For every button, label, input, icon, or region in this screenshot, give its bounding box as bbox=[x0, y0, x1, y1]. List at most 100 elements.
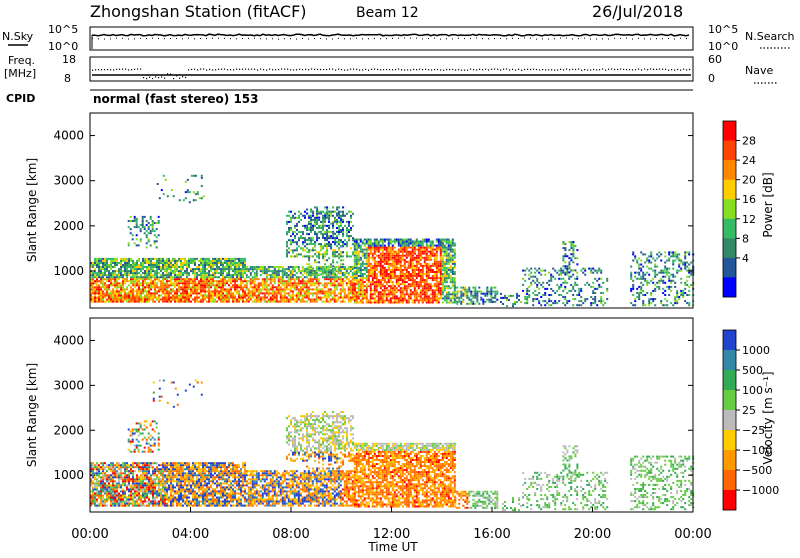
range-gate-cell bbox=[218, 297, 220, 299]
range-gate-cell bbox=[562, 257, 564, 259]
range-gate-cell bbox=[408, 245, 410, 247]
range-gate-cell bbox=[406, 241, 408, 243]
range-gate-cell bbox=[334, 217, 336, 219]
range-gate-cell bbox=[122, 274, 124, 276]
range-gate-cell bbox=[394, 293, 396, 295]
range-gate-cell bbox=[490, 287, 492, 289]
nave-dot bbox=[242, 69, 243, 70]
range-gate-cell bbox=[240, 260, 242, 262]
nave-dot bbox=[560, 69, 561, 70]
range-gate-cell bbox=[364, 285, 366, 287]
range-gate-cell bbox=[412, 283, 414, 285]
range-gate-cell bbox=[550, 304, 552, 306]
noise-search-dot bbox=[596, 39, 597, 40]
range-gate-cell bbox=[158, 234, 160, 236]
range-gate-cell bbox=[426, 241, 428, 243]
range-gate-cell bbox=[140, 278, 142, 280]
range-gate-cell bbox=[168, 292, 170, 294]
range-gate-cell bbox=[342, 290, 344, 292]
range-gate-cell bbox=[178, 266, 180, 268]
range-gate-cell bbox=[438, 283, 440, 285]
range-gate-cell bbox=[106, 292, 108, 294]
nave-dot bbox=[608, 69, 609, 70]
range-gate-cell bbox=[422, 245, 424, 247]
noise-search-dot bbox=[266, 38, 267, 39]
range-gate-cell bbox=[96, 260, 98, 262]
range-gate-cell bbox=[210, 276, 212, 278]
range-gate-cell bbox=[448, 285, 450, 287]
range-gate-cell bbox=[638, 272, 640, 274]
range-gate-cell bbox=[192, 280, 194, 282]
range-gate-cell bbox=[402, 297, 404, 299]
nave-dot bbox=[599, 69, 600, 70]
range-gate-cell bbox=[314, 299, 316, 301]
range-gate-cell bbox=[178, 297, 180, 299]
range-gate-cell bbox=[130, 260, 132, 262]
range-gate-cell bbox=[138, 264, 140, 266]
range-gate-cell bbox=[220, 270, 222, 272]
range-gate-cell bbox=[390, 293, 392, 295]
range-gate-cell bbox=[300, 272, 302, 274]
range-gate-cell bbox=[316, 292, 318, 294]
range-gate-cell bbox=[476, 293, 478, 295]
range-gate-cell bbox=[404, 239, 406, 241]
range-gate-cell bbox=[324, 217, 326, 219]
range-gate-cell bbox=[304, 301, 306, 303]
range-gate-cell bbox=[394, 261, 396, 263]
range-gate-cell bbox=[210, 264, 212, 266]
range-gate-cell bbox=[424, 279, 426, 281]
range-gate-cell bbox=[292, 295, 294, 297]
nave-dot bbox=[518, 69, 519, 70]
range-gate-cell bbox=[366, 251, 368, 253]
range-gate-cell bbox=[186, 260, 188, 262]
range-gate-cell bbox=[298, 231, 300, 233]
range-gate-cell bbox=[204, 299, 206, 301]
range-gate-cell bbox=[442, 273, 444, 275]
range-gate-cell bbox=[282, 280, 284, 282]
range-gate-cell bbox=[360, 265, 362, 267]
range-gate-cell bbox=[256, 295, 258, 297]
range-gate-cell bbox=[120, 282, 122, 284]
range-gate-cell bbox=[526, 302, 528, 304]
range-gate-cell bbox=[304, 295, 306, 297]
range-gate-cell bbox=[116, 299, 118, 301]
range-gate-cell bbox=[268, 270, 270, 272]
range-gate-cell bbox=[242, 282, 244, 284]
range-gate-cell bbox=[546, 302, 548, 304]
range-gate-cell bbox=[336, 255, 338, 257]
range-gate-cell bbox=[638, 278, 640, 280]
range-gate-cell bbox=[274, 274, 276, 276]
range-gate-cell bbox=[238, 270, 240, 272]
range-gate-cell bbox=[116, 278, 118, 280]
range-gate-cell bbox=[468, 289, 470, 291]
range-gate-cell bbox=[370, 289, 372, 291]
range-gate-cell bbox=[126, 286, 128, 288]
range-gate-cell bbox=[396, 281, 398, 283]
nave-dot bbox=[509, 69, 510, 70]
range-gate-cell bbox=[100, 276, 102, 278]
range-gate-cell bbox=[160, 266, 162, 268]
range-gate-cell bbox=[180, 301, 182, 303]
range-gate-cell bbox=[488, 291, 490, 293]
range-gate-cell bbox=[388, 259, 390, 261]
range-gate-cell bbox=[414, 253, 416, 255]
range-gate-cell bbox=[354, 299, 356, 301]
range-gate-cell bbox=[240, 288, 242, 290]
range-gate-cell bbox=[640, 260, 642, 262]
range-gate-cell bbox=[296, 233, 298, 235]
range-gate-cell bbox=[120, 276, 122, 278]
range-gate-cell bbox=[344, 301, 346, 303]
range-gate-cell bbox=[106, 286, 108, 288]
range-gate-cell bbox=[208, 276, 210, 278]
range-gate-cell bbox=[314, 249, 316, 251]
range-gate-cell bbox=[394, 255, 396, 257]
range-gate-cell bbox=[102, 258, 104, 260]
range-gate-cell bbox=[134, 290, 136, 292]
noise-search-dot bbox=[638, 38, 639, 39]
range-gate-cell bbox=[570, 269, 572, 271]
noise-search-dot bbox=[602, 38, 603, 39]
range-gate-cell bbox=[152, 258, 154, 260]
range-gate-cell bbox=[318, 217, 320, 219]
range-gate-cell bbox=[392, 285, 394, 287]
range-gate-cell bbox=[390, 289, 392, 291]
